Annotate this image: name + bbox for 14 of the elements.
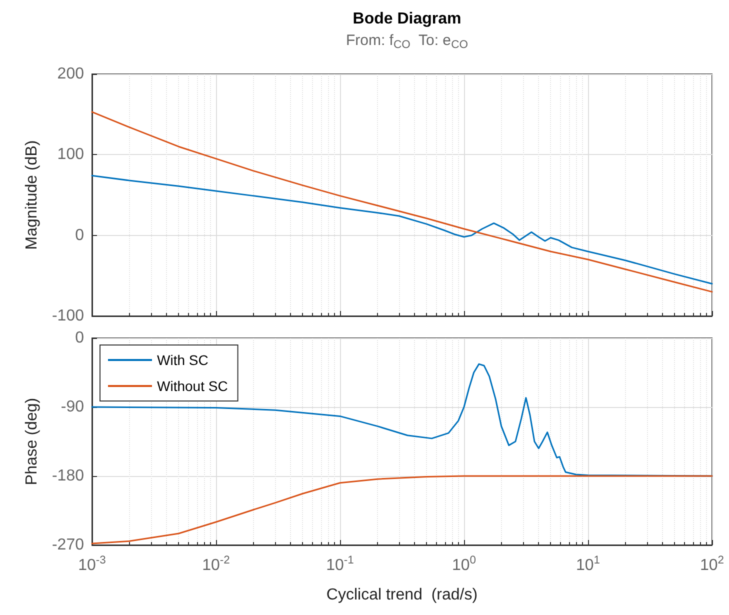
y-tick-label: 100 <box>57 146 84 164</box>
y-tick-label: -90 <box>60 398 84 416</box>
x-axis-title: Cyclical trend (rad/s) <box>326 586 478 604</box>
y-tick-label: -180 <box>52 468 84 484</box>
y-tick-label: -100 <box>52 308 84 324</box>
y-tick-label: -270 <box>52 536 84 554</box>
y-tick-label: 200 <box>57 66 84 82</box>
y-axis-title: Magnitude (dB) <box>24 140 40 250</box>
y-tick-label: 0 <box>75 226 84 244</box>
legend-label: With SC <box>157 352 208 368</box>
chart-title: Bode Diagram <box>352 10 462 28</box>
y-axis-title: Phase (deg) <box>24 398 40 486</box>
y-tick-label: 0 <box>75 330 84 346</box>
legend-label: Without SC <box>157 378 228 394</box>
